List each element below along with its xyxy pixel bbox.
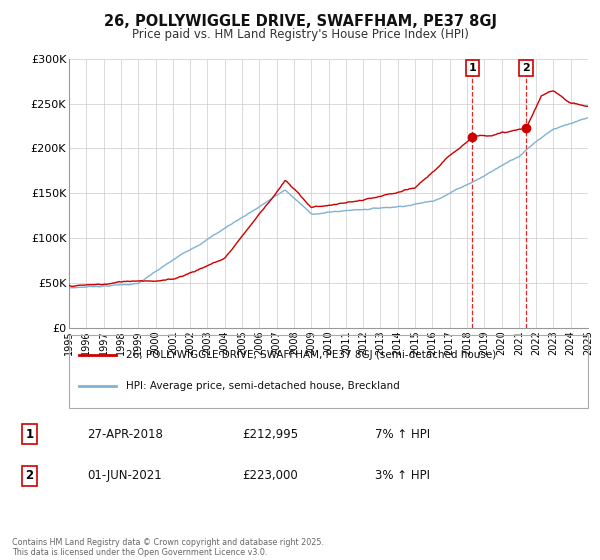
Text: 26, POLLYWIGGLE DRIVE, SWAFFHAM, PE37 8GJ (semi-detached house): 26, POLLYWIGGLE DRIVE, SWAFFHAM, PE37 8G… — [126, 350, 496, 360]
Text: £223,000: £223,000 — [242, 469, 298, 482]
Text: 2: 2 — [522, 63, 530, 73]
Text: 1: 1 — [469, 63, 476, 73]
Text: 3% ↑ HPI: 3% ↑ HPI — [375, 469, 430, 482]
Text: 2: 2 — [25, 469, 34, 482]
Text: 01-JUN-2021: 01-JUN-2021 — [87, 469, 161, 482]
Text: 1: 1 — [25, 428, 34, 441]
Text: £212,995: £212,995 — [242, 428, 299, 441]
Text: HPI: Average price, semi-detached house, Breckland: HPI: Average price, semi-detached house,… — [126, 381, 400, 391]
Text: 7% ↑ HPI: 7% ↑ HPI — [375, 428, 430, 441]
Text: 26, POLLYWIGGLE DRIVE, SWAFFHAM, PE37 8GJ: 26, POLLYWIGGLE DRIVE, SWAFFHAM, PE37 8G… — [104, 14, 497, 29]
Text: Contains HM Land Registry data © Crown copyright and database right 2025.
This d: Contains HM Land Registry data © Crown c… — [12, 538, 324, 557]
Text: 27-APR-2018: 27-APR-2018 — [87, 428, 163, 441]
Text: Price paid vs. HM Land Registry's House Price Index (HPI): Price paid vs. HM Land Registry's House … — [131, 28, 469, 41]
